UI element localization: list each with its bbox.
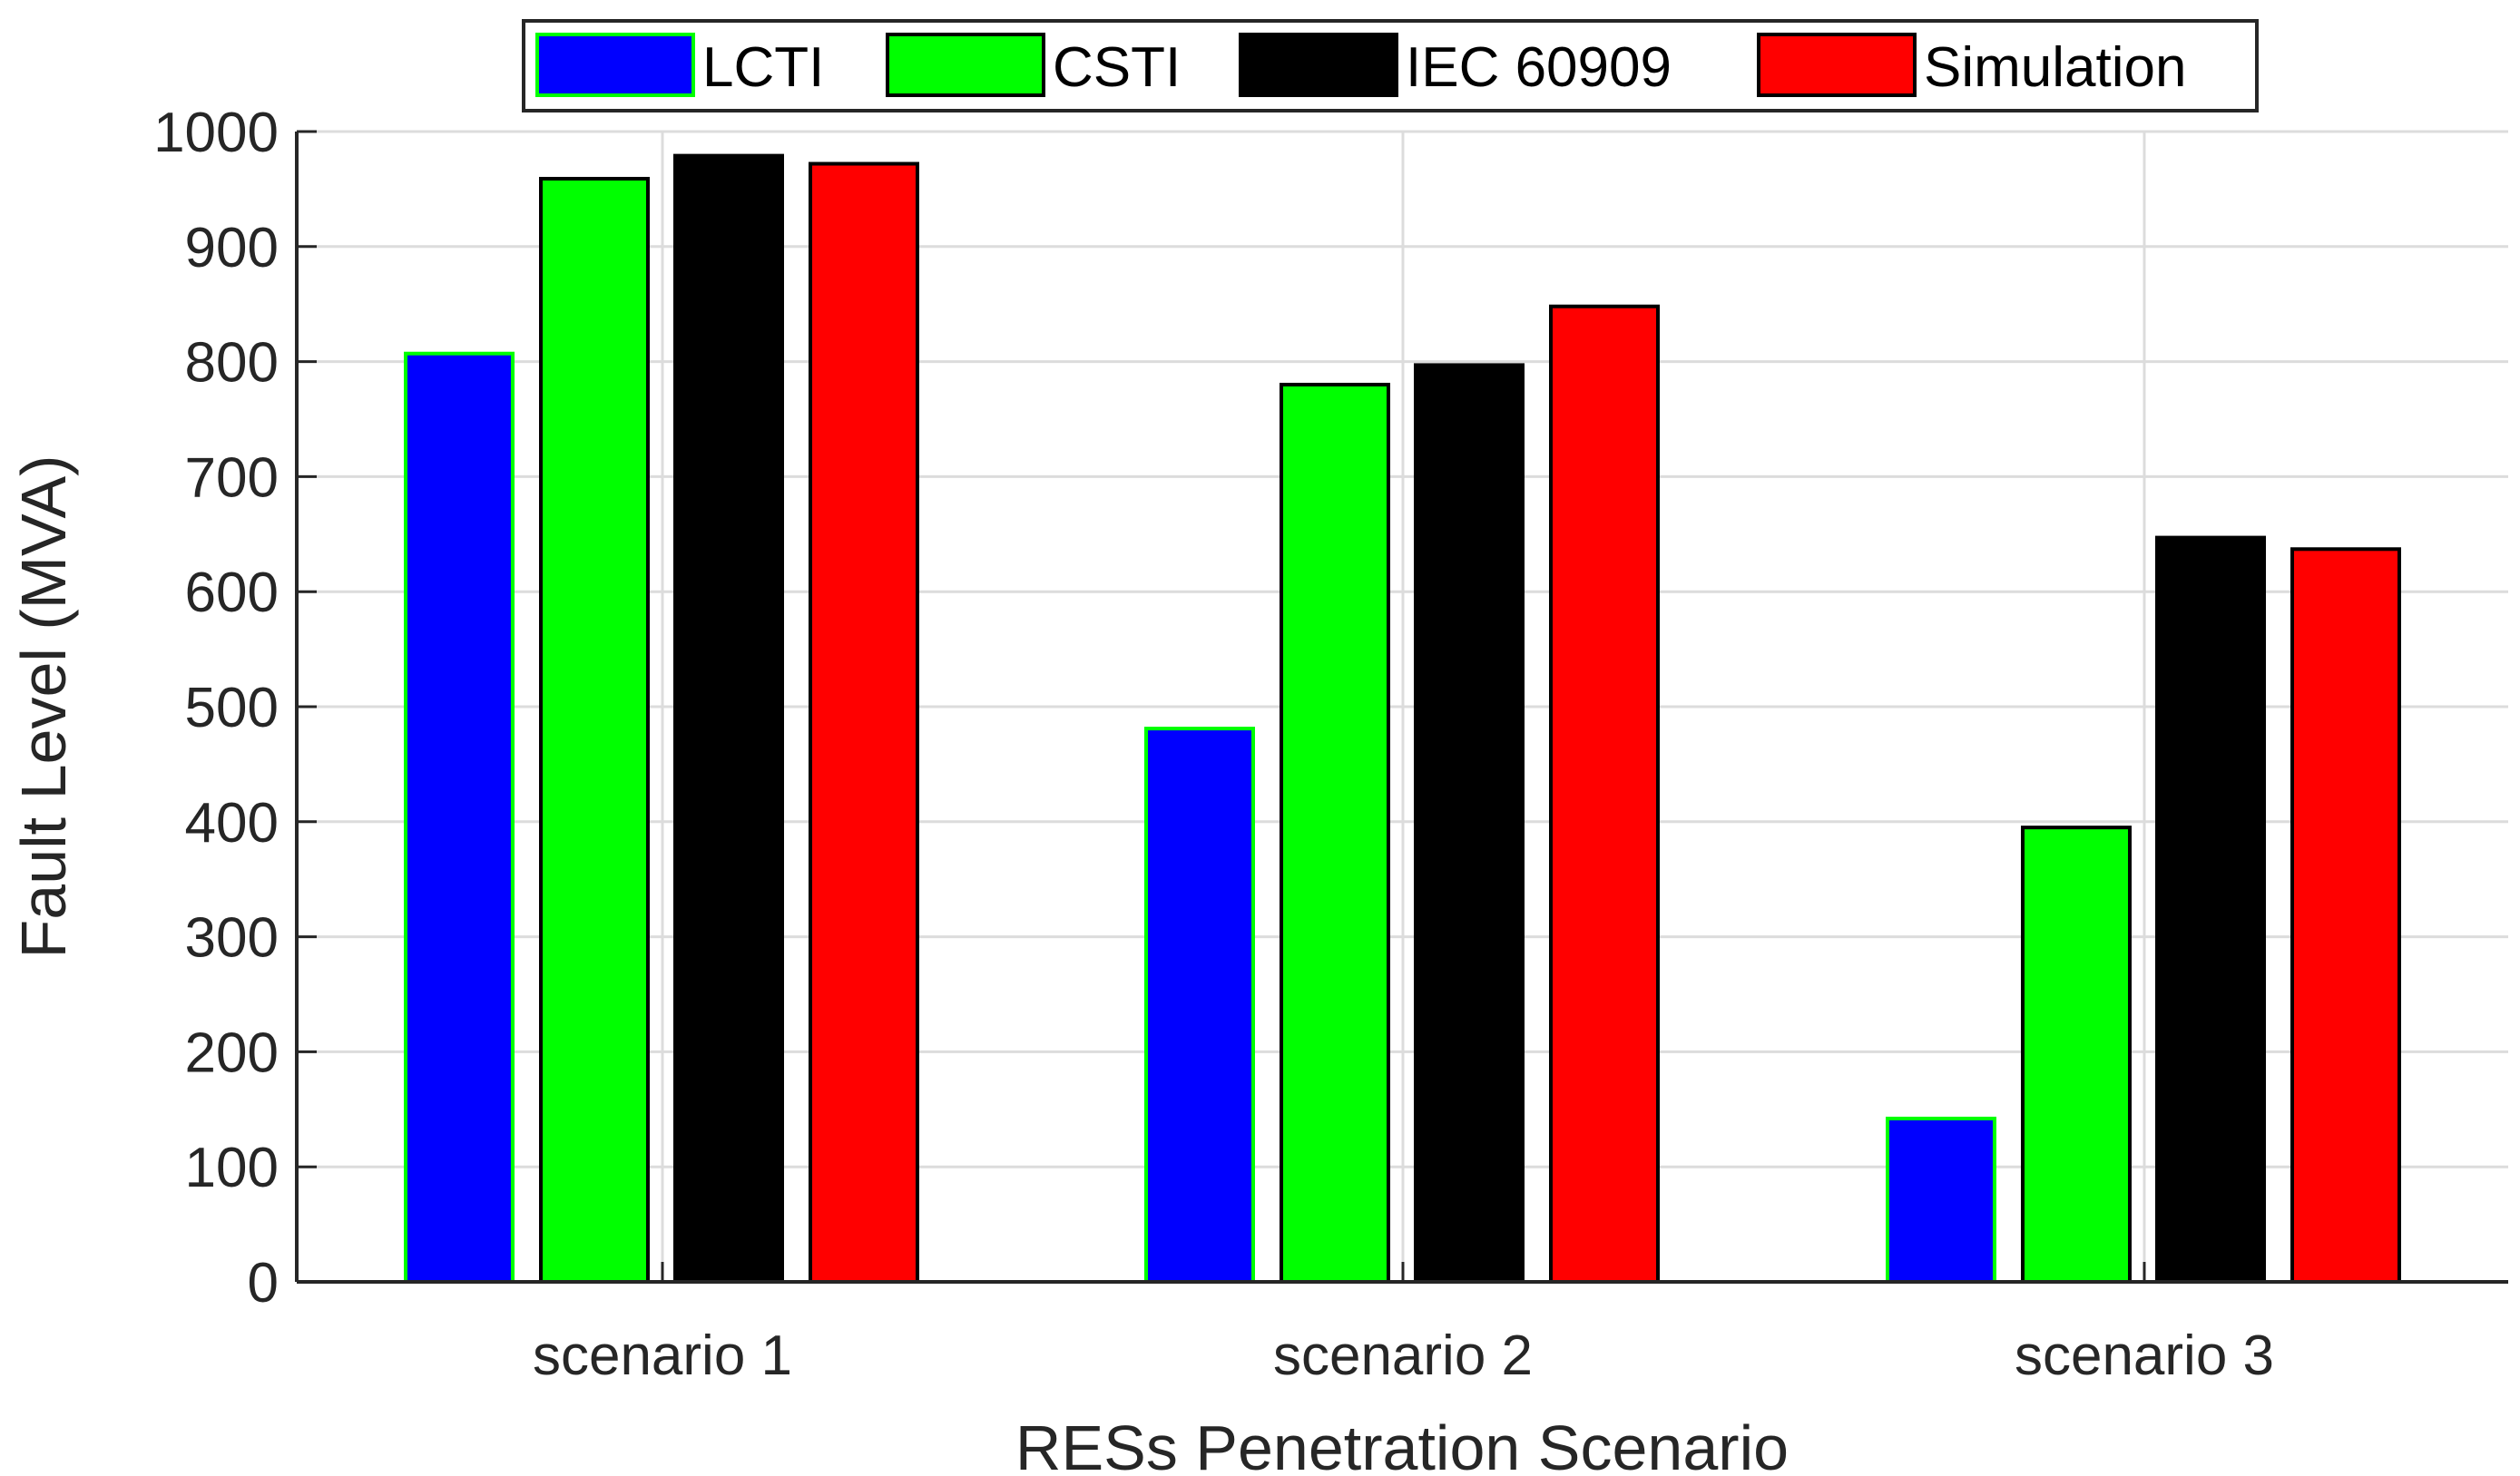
y-tick-label: 200 xyxy=(185,1021,279,1084)
legend-swatch-icon xyxy=(1239,33,1398,97)
legend-label: IEC 60909 xyxy=(1406,36,1672,99)
bar-simulation-3 xyxy=(2290,547,2401,1284)
bar-csti-2 xyxy=(1280,382,1390,1284)
bar-lcti-1 xyxy=(404,351,515,1284)
bar-iec-60909-3 xyxy=(2155,535,2266,1284)
x-tick-label: scenario 1 xyxy=(533,1324,792,1387)
y-tick-label: 600 xyxy=(185,562,279,624)
y-tick-label: 900 xyxy=(185,217,279,279)
y-tick-label: 800 xyxy=(185,332,279,395)
bar-iec-60909-1 xyxy=(673,153,784,1284)
bar-iec-60909-2 xyxy=(1414,363,1525,1284)
x-tick-label: scenario 2 xyxy=(1273,1324,1533,1387)
y-tick-label: 300 xyxy=(185,907,279,970)
bar-simulation-2 xyxy=(1549,304,1660,1285)
y-tick-label: 700 xyxy=(185,446,279,509)
bars xyxy=(404,153,2401,1285)
x-axis-ticks: scenario 1 scenario 2 scenario 3 xyxy=(533,1262,2274,1387)
y-tick-label: 1000 xyxy=(153,102,279,164)
legend-label: LCTI xyxy=(702,36,824,99)
bar-csti-1 xyxy=(539,176,650,1284)
y-axis-ticks: 0 100 200 300 400 500 600 700 800 900 1000 xyxy=(153,102,317,1315)
legend-label: CSTI xyxy=(1053,36,1181,99)
grid-lines xyxy=(297,130,2508,1282)
bar-lcti-2 xyxy=(1144,727,1255,1284)
y-axis-label: Fault Level (MVA) xyxy=(8,455,79,959)
bar-lcti-3 xyxy=(1886,1116,1996,1284)
bar-csti-3 xyxy=(2021,826,2132,1284)
bar-simulation-1 xyxy=(809,161,919,1284)
y-tick-label: 500 xyxy=(185,677,279,739)
x-axis-label: RESs Penetration Scenario xyxy=(1015,1412,1789,1476)
y-tick-label: 100 xyxy=(185,1137,279,1199)
legend: LCTI CSTI IEC 60909 Simulation xyxy=(522,19,2259,112)
legend-swatch-icon xyxy=(535,33,695,97)
y-tick-label: 0 xyxy=(248,1252,279,1315)
legend-swatch-icon xyxy=(886,33,1045,97)
y-tick-label: 400 xyxy=(185,792,279,855)
legend-label: Simulation xyxy=(1924,36,2186,99)
x-tick-label: scenario 3 xyxy=(2015,1324,2274,1387)
legend-swatch-icon xyxy=(1757,33,1917,97)
